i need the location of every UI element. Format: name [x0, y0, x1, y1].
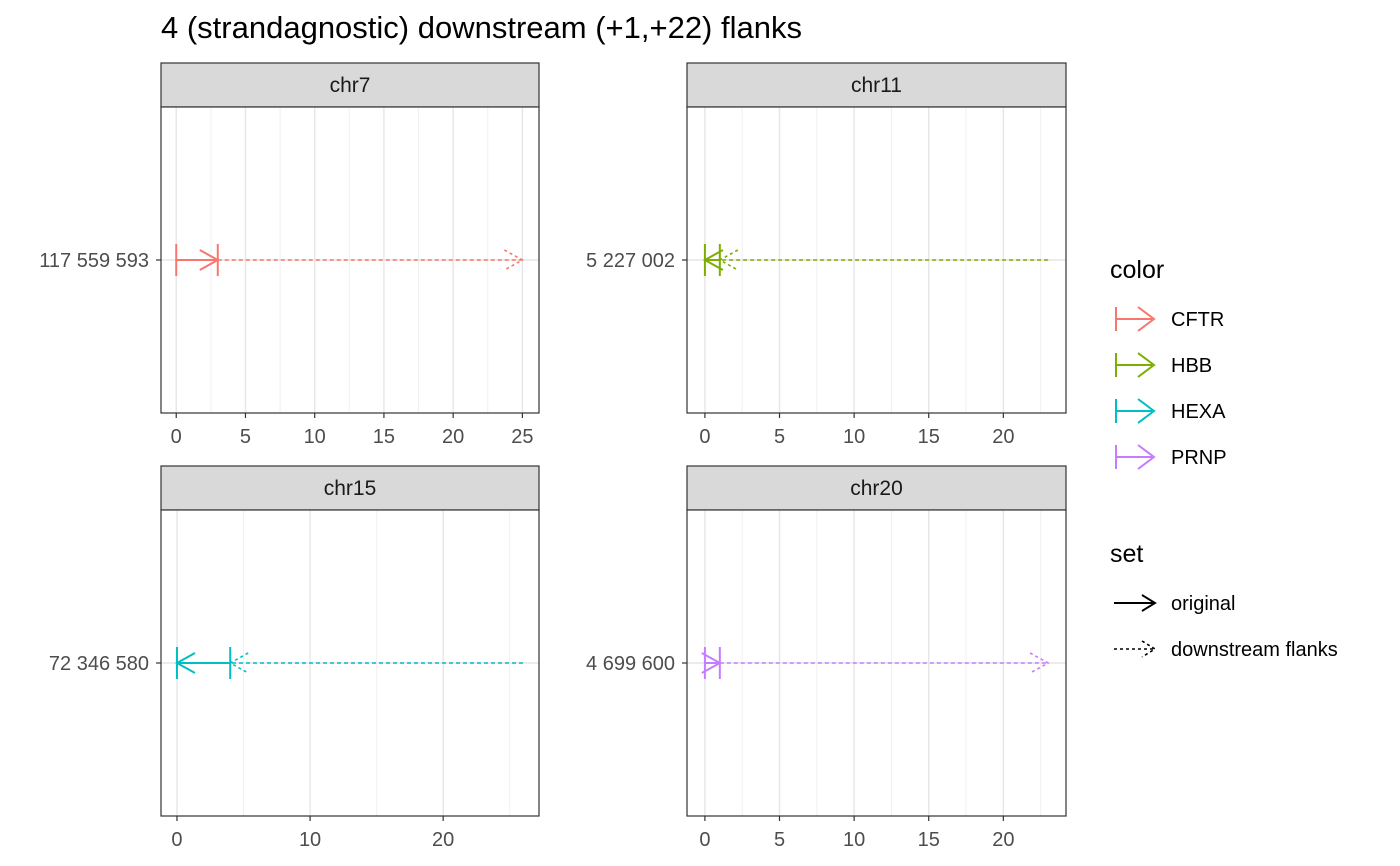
- segment-PRNP-flank: [719, 652, 1050, 674]
- y-tick-label: 72 346 580: [49, 653, 149, 675]
- legend-key-arrow: [1137, 352, 1156, 378]
- x-tick-label: 10: [299, 829, 321, 851]
- y-tick-label: 5 227 002: [586, 250, 675, 272]
- segment-arrowhead: [174, 652, 196, 674]
- legend-label: HEXA: [1171, 401, 1226, 423]
- legend-label: original: [1171, 593, 1235, 615]
- segment-HBB-original: [702, 244, 724, 276]
- segment-arrowhead: [718, 249, 739, 271]
- segment-CFTR-flank: [217, 249, 525, 271]
- facet-panel-chr11: chr11 5 227 002 0 5 10 15 20: [586, 62, 1067, 448]
- x-tick-label: 15: [373, 426, 395, 448]
- x-tick-label: 20: [442, 426, 464, 448]
- strip-background: [686, 465, 1067, 511]
- legend-title-color: color: [1110, 256, 1164, 284]
- x-tick-label: 0: [171, 426, 182, 448]
- x-tick-label: 15: [918, 426, 940, 448]
- legend-key-arrow: [1141, 594, 1157, 612]
- legend-key-arrow: [1137, 444, 1156, 470]
- x-tick-label: 15: [918, 829, 940, 851]
- facet-panel-chr20: chr20 4 699 600 0 5 10 15 20: [586, 465, 1067, 851]
- legend-key-set-1: downstream flanks: [1114, 639, 1338, 661]
- x-tick-label: 20: [432, 829, 454, 851]
- strip-label: chr11: [851, 74, 902, 97]
- legend: color CFTR HBB HEXA PRNP set original downstrea…: [1110, 256, 1338, 661]
- segment-arrowhead: [228, 652, 249, 674]
- legend-label: HBB: [1171, 355, 1212, 377]
- x-tick-label: 5: [240, 426, 251, 448]
- strip-label: chr7: [330, 74, 371, 97]
- segment-arrowhead: [1029, 652, 1050, 674]
- segment-arrowhead: [702, 249, 724, 271]
- legend-key-arrow: [1137, 398, 1156, 424]
- strip-background: [160, 465, 540, 511]
- y-tick-label: 4 699 600: [586, 653, 675, 675]
- x-tick-label: 20: [992, 426, 1014, 448]
- strip-background: [160, 62, 540, 108]
- x-tick-label: 5: [774, 426, 785, 448]
- facet-panel-chr7: chr7 117 559 593 0 5 10 15 20 25: [39, 62, 540, 448]
- legend-label: downstream flanks: [1171, 639, 1338, 661]
- legend-label: PRNP: [1171, 447, 1227, 469]
- facet-panel-chr15: chr15 72 346 580 0 10 20: [49, 465, 540, 851]
- x-tick-label: 10: [304, 426, 326, 448]
- segment-HEXA-flank: [228, 652, 524, 674]
- chart-title: 4 (strandagnostic) downstream (+1,+22) f…: [161, 10, 802, 45]
- x-tick-label: 0: [171, 829, 182, 851]
- segment-arrowhead: [503, 249, 525, 271]
- strip-label: chr15: [324, 477, 377, 500]
- legend-key-HEXA: HEXA: [1115, 398, 1226, 424]
- x-tick-label: 0: [699, 426, 710, 448]
- legend-key-PRNP: PRNP: [1115, 444, 1227, 470]
- legend-key-set-0: original: [1114, 593, 1235, 615]
- x-tick-label: 5: [774, 829, 785, 851]
- legend-key-arrow: [1141, 640, 1157, 658]
- legend-key-CFTR: CFTR: [1115, 306, 1224, 332]
- strip-label: chr20: [850, 477, 903, 500]
- legend-label: CFTR: [1171, 309, 1224, 331]
- y-tick-label: 117 559 593: [39, 250, 149, 272]
- x-tick-label: 20: [992, 829, 1014, 851]
- x-tick-label: 0: [699, 829, 710, 851]
- segment-HBB-flank: [718, 249, 1049, 271]
- x-tick-label: 10: [843, 426, 865, 448]
- x-tick-label: 10: [843, 829, 865, 851]
- legend-key-HBB: HBB: [1115, 352, 1212, 378]
- legend-key-arrow: [1137, 306, 1156, 332]
- strip-background: [686, 62, 1067, 108]
- legend-title-set: set: [1110, 540, 1143, 568]
- x-tick-label: 25: [511, 426, 533, 448]
